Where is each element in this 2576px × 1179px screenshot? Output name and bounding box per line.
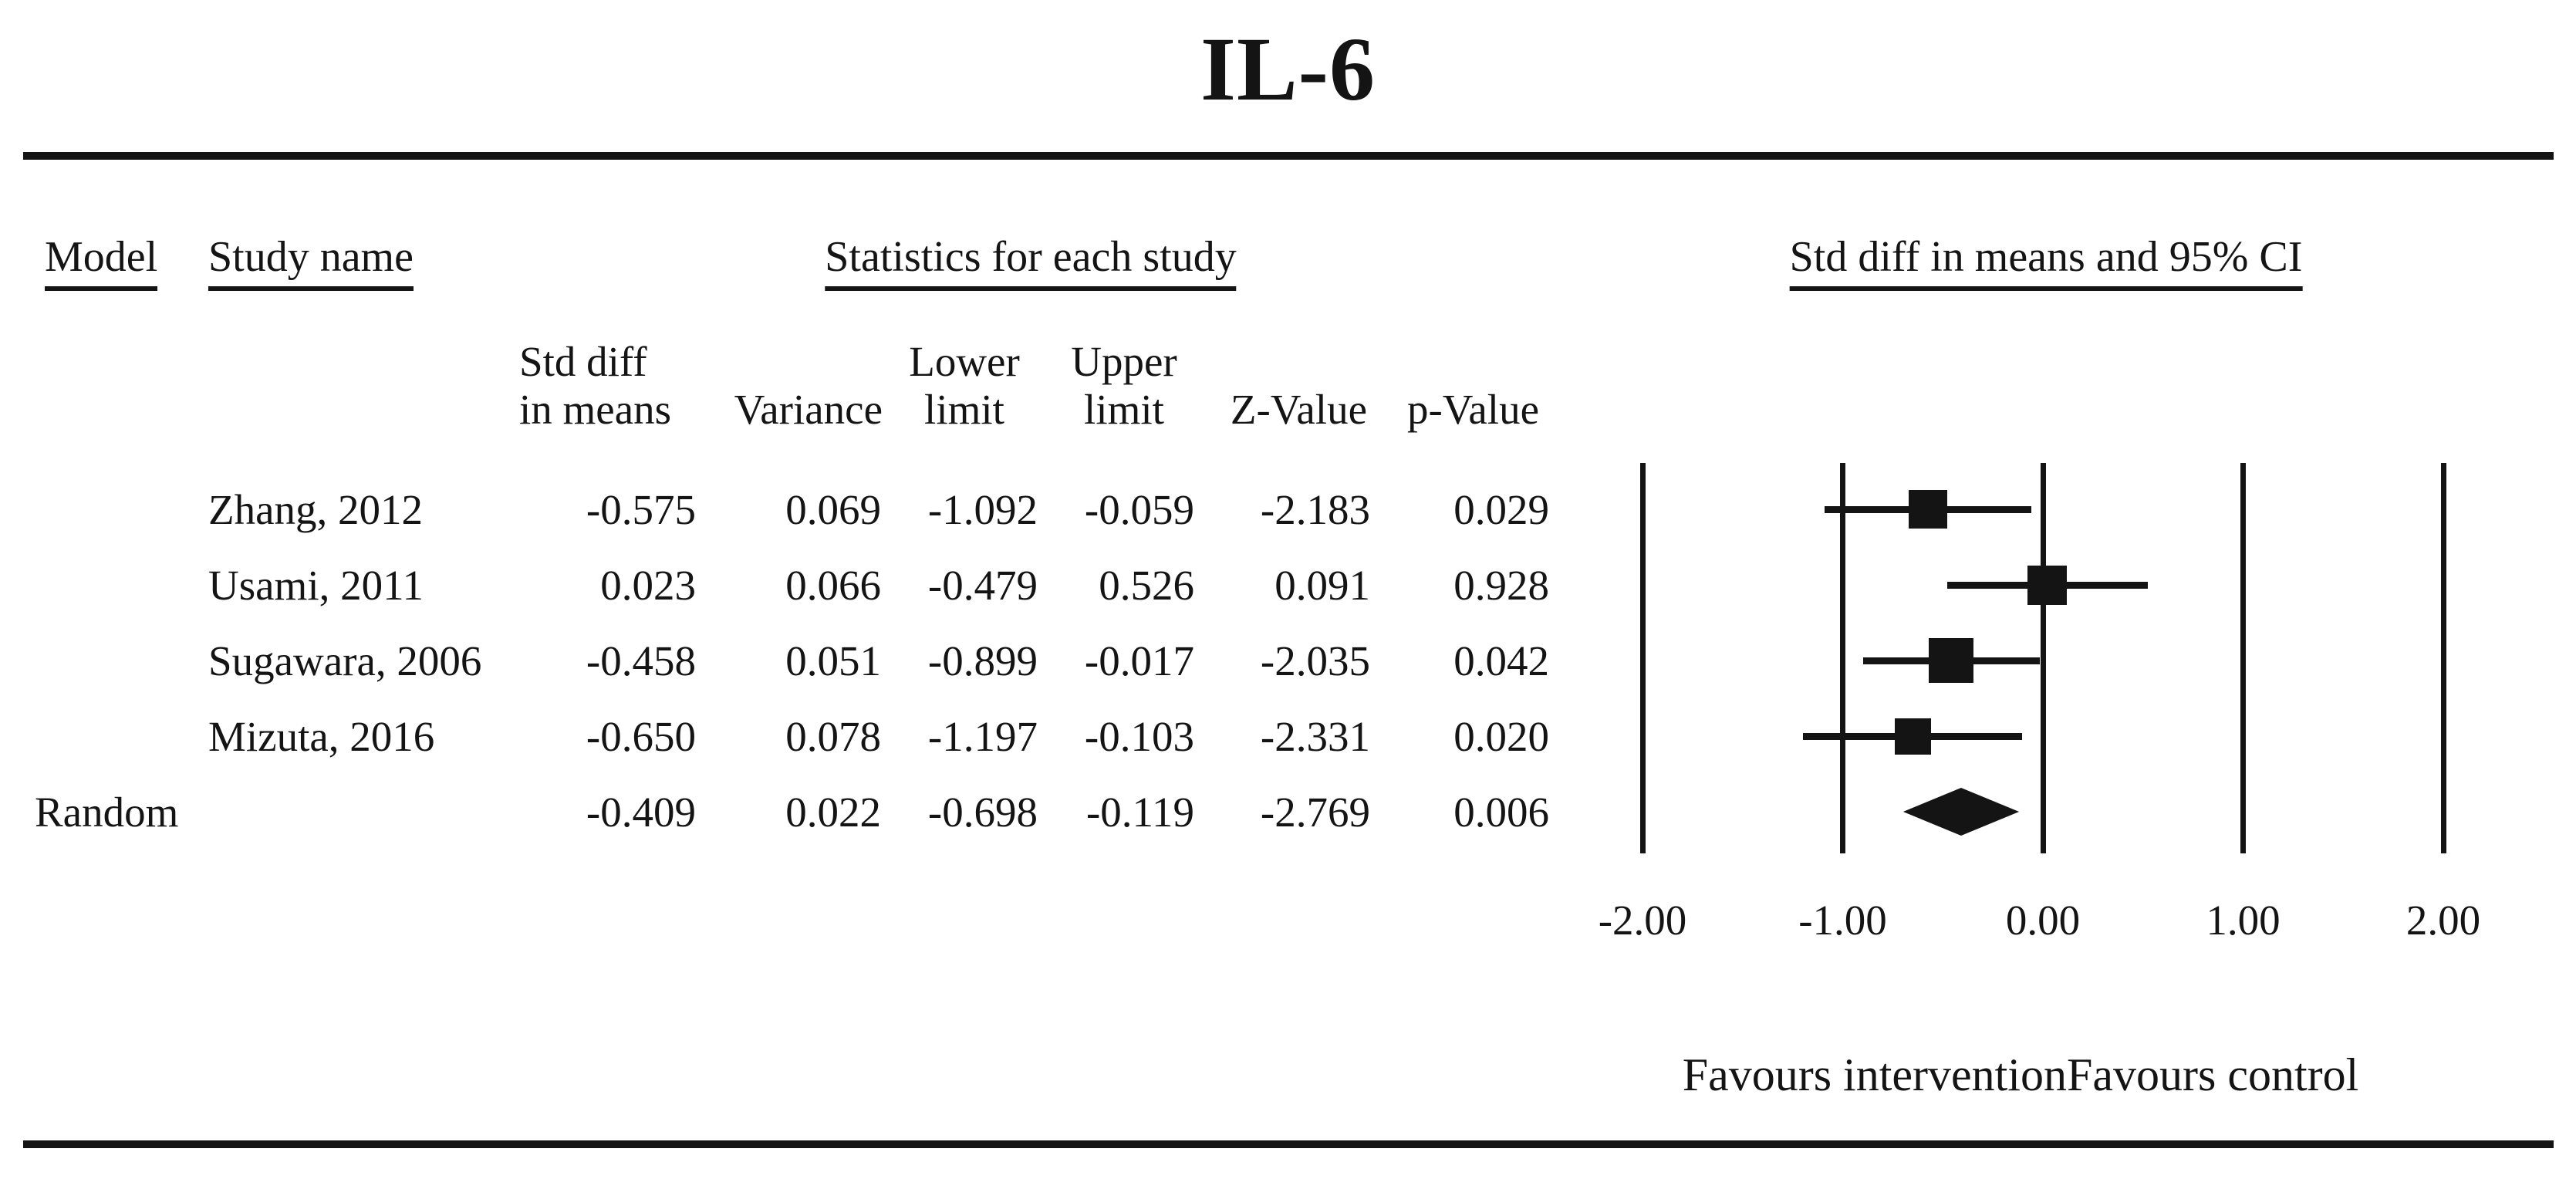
lower-limit-cell: -0.698 <box>927 789 1038 836</box>
axis-tick-label: -2.00 <box>1598 897 1687 944</box>
upper-limit-cell: -0.103 <box>1084 713 1194 760</box>
upper-limit-cell: -0.017 <box>1084 637 1194 684</box>
study-name-cell: Sugawara, 2006 <box>208 637 482 684</box>
variance-cell: 0.051 <box>785 637 881 684</box>
z-value-cell: 0.091 <box>1274 562 1370 609</box>
statistics-group-header: Statistics for each study <box>825 234 1237 291</box>
study-name-cell: Mizuta, 2016 <box>208 713 435 760</box>
z-value-cell: -2.035 <box>1260 637 1370 684</box>
lower-limit-cell: -1.197 <box>927 713 1038 760</box>
variance-header: Variance <box>734 386 883 433</box>
lower-limit-cell: -0.479 <box>927 562 1038 609</box>
favours-control-label: Favours control <box>2066 1049 2359 1100</box>
lower-limit-cell: -1.092 <box>927 486 1038 533</box>
p-value-cell: 0.029 <box>1453 486 1549 533</box>
p-value-cell: 0.006 <box>1453 789 1549 836</box>
point-estimate-square <box>1929 638 1974 683</box>
axis-tick-label: 0.00 <box>2005 897 2081 944</box>
variance-cell: 0.066 <box>785 562 881 609</box>
variance-cell: 0.078 <box>785 713 881 760</box>
std-diff-header-line1: Std diff <box>519 338 647 385</box>
axis-gridline <box>1840 463 1845 853</box>
std-diff-cell: -0.575 <box>586 486 696 533</box>
lower-limit-header-line2: limit <box>924 386 1004 433</box>
p-value-cell: 0.020 <box>1453 713 1549 760</box>
study-name-column-header: Study name <box>208 234 414 291</box>
p-value-header: p-Value <box>1406 386 1539 433</box>
lower-limit-cell: -0.899 <box>927 637 1038 684</box>
variance-cell: 0.069 <box>785 486 881 533</box>
point-estimate-square <box>1908 490 1947 529</box>
upper-limit-header: Upper limit <box>1071 338 1177 434</box>
upper-limit-cell: 0.526 <box>1099 562 1194 609</box>
point-estimate-square <box>2027 565 2068 605</box>
model-column-header: Model <box>45 234 158 291</box>
axis-tick-label: 1.00 <box>2206 897 2281 944</box>
plot-header: Std diff in means and 95% CI <box>1789 234 2303 291</box>
std-diff-cell: -0.458 <box>586 637 696 684</box>
study-name-cell: Zhang, 2012 <box>208 486 424 533</box>
std-diff-header: Std diff in means <box>519 338 671 434</box>
favours-labels: Favours interventionFavours control <box>1683 1049 2359 1100</box>
axis-gridline <box>1639 463 1646 853</box>
upper-limit-cell: -0.119 <box>1085 789 1194 836</box>
point-estimate-square <box>1894 718 1931 755</box>
study-name-cell: Usami, 2011 <box>208 562 424 609</box>
summary-diamond <box>1902 788 2020 836</box>
favours-intervention-label: Favours intervention <box>1682 1049 2067 1100</box>
lower-limit-header: Lower limit <box>909 338 1020 434</box>
z-value-header: Z-Value <box>1230 386 1367 433</box>
p-value-cell: 0.042 <box>1453 637 1549 684</box>
upper-limit-header-line2: limit <box>1084 386 1164 433</box>
top-rule <box>23 152 2554 160</box>
std-diff-cell: -0.650 <box>586 713 696 760</box>
axis-tick-label: -1.00 <box>1798 897 1887 944</box>
z-value-cell: -2.331 <box>1260 713 1370 760</box>
lower-limit-header-line1: Lower <box>909 338 1020 385</box>
axis-gridline <box>2240 463 2246 853</box>
z-value-cell: -2.769 <box>1260 789 1370 836</box>
std-diff-cell: 0.023 <box>600 562 696 609</box>
z-value-cell: -2.183 <box>1260 486 1370 533</box>
bottom-rule <box>23 1140 2554 1148</box>
variance-cell: 0.022 <box>785 789 881 836</box>
axis-gridline <box>2440 463 2446 853</box>
axis-gridline <box>2040 463 2046 853</box>
p-value-cell: 0.928 <box>1453 562 1549 609</box>
model-summary-cell: Random <box>35 789 179 836</box>
axis-tick-label: 2.00 <box>2406 897 2481 944</box>
std-diff-cell: -0.409 <box>586 789 696 836</box>
figure-title: IL-6 <box>1200 19 1376 120</box>
upper-limit-header-line1: Upper <box>1071 338 1177 385</box>
std-diff-header-line2: in means <box>519 386 672 433</box>
upper-limit-cell: -0.059 <box>1084 486 1194 533</box>
